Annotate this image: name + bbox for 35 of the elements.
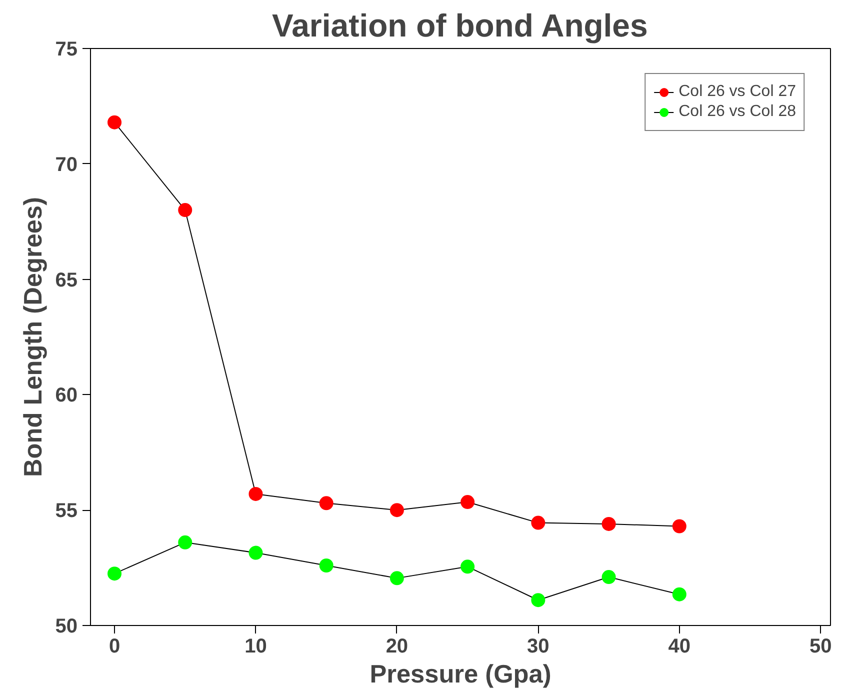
point	[390, 503, 404, 518]
y-tick-label: 65	[55, 269, 78, 292]
y-tick-label: 50	[55, 616, 78, 638]
x-tick-label: 50	[809, 636, 832, 658]
x-axis-title: Pressure (Gpa)	[370, 660, 552, 688]
x-tick-label: 30	[527, 636, 550, 658]
point	[672, 587, 686, 602]
y-axis-title: Bond Length (Degrees)	[19, 196, 48, 478]
chart-title: Variation of bond Angles	[272, 8, 648, 44]
point	[108, 115, 122, 130]
point	[531, 516, 546, 530]
point	[531, 593, 546, 608]
y-tick-label: 75	[55, 38, 78, 60]
point	[319, 496, 334, 510]
y-tick-label: 60	[55, 384, 78, 407]
x-tick-label: 10	[244, 636, 267, 658]
point	[390, 571, 404, 586]
point	[672, 519, 686, 534]
point	[602, 570, 616, 584]
point	[460, 495, 475, 510]
legend-label: Col 26 vs Col 28	[678, 103, 796, 121]
point	[460, 560, 475, 574]
point	[178, 203, 192, 218]
point	[319, 558, 334, 572]
x-tick-label: 20	[386, 636, 408, 658]
x-tick-label: 0	[108, 636, 120, 658]
y-tick-label: 70	[55, 154, 78, 176]
point	[108, 566, 122, 581]
point	[248, 546, 263, 560]
y-tick-label: 55	[55, 500, 78, 522]
point	[178, 535, 192, 550]
point	[248, 486, 263, 501]
point	[602, 516, 616, 531]
legend-label: Col 26 vs Col 27	[678, 83, 796, 101]
x-tick-label: 40	[668, 636, 691, 658]
